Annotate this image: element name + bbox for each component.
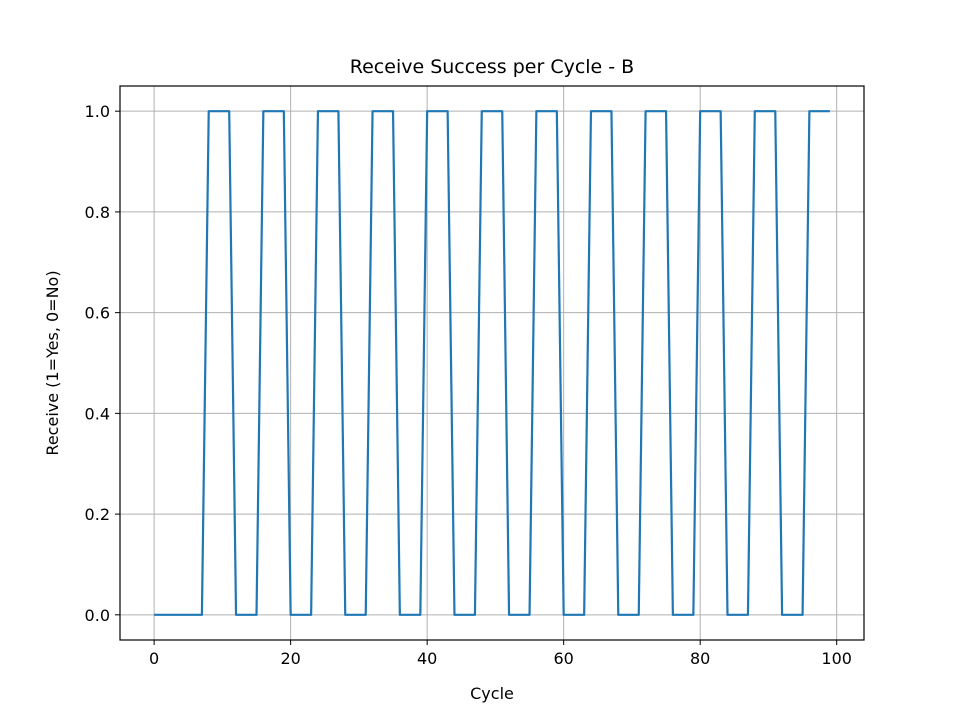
y-axis-label: Receive (1=Yes, 0=No)	[43, 270, 62, 455]
series-line	[154, 110, 830, 616]
y-tick-label: 0.2	[85, 505, 110, 524]
x-tick-label: 20	[280, 649, 300, 668]
plot-series	[154, 110, 830, 616]
x-tick-label: 40	[417, 649, 437, 668]
x-axis-ticks: 0 20 40 60 80 100	[149, 640, 852, 668]
plot-area-frame	[119, 85, 865, 641]
chart-title: Receive Success per Cycle - B	[350, 56, 634, 78]
y-axis-ticks: 0.0 0.2 0.4 0.6 0.8 1.0	[85, 102, 120, 625]
y-tick-label: 0.4	[85, 404, 110, 423]
x-axis-label: Cycle	[470, 684, 514, 703]
x-tick-label: 100	[821, 649, 852, 668]
y-tick-label: 0.6	[85, 304, 110, 323]
x-tick-label: 80	[690, 649, 710, 668]
y-tick-label: 0.0	[85, 606, 110, 625]
x-tick-label: 60	[553, 649, 573, 668]
y-tick-label: 0.8	[85, 203, 110, 222]
x-tick-label: 0	[149, 649, 159, 668]
y-tick-label: 1.0	[85, 102, 110, 121]
